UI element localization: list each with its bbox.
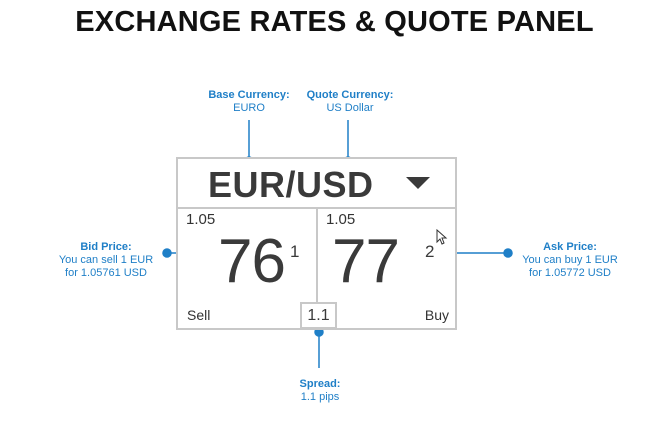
ask-price-line2: for 1.05772 USD — [529, 267, 611, 279]
buy-price-pips: 77 — [332, 227, 400, 296]
ask-dot — [503, 248, 513, 258]
quote-currency-value: US Dollar — [326, 102, 374, 114]
base-currency-callout: Base Currency: EURO — [199, 89, 299, 115]
bid-price-callout: Bid Price: You can sell 1 EUR for 1.0576… — [48, 241, 164, 280]
quote-currency-heading: Quote Currency: — [306, 89, 394, 101]
bid-dot — [162, 248, 172, 258]
sell-price-pips: 76 — [218, 227, 286, 296]
quote-currency-callout: Quote Currency: US Dollar — [298, 89, 402, 115]
mouse-pointer-icon — [436, 229, 448, 245]
chevron-down-icon[interactable] — [406, 177, 430, 189]
buy-price-prefix: 1.05 — [326, 211, 356, 228]
ask-price-callout: Ask Price: You can buy 1 EUR for 1.05772… — [510, 241, 630, 280]
page-title: EXCHANGE RATES & QUOTE PANEL — [75, 6, 594, 38]
spread-heading: Spread: — [299, 378, 341, 390]
currency-pair-label: EUR/USD — [208, 164, 374, 205]
sell-price-fraction: 1 — [290, 242, 300, 261]
bid-price-line2: for 1.05761 USD — [65, 267, 147, 279]
spread-value: 1.1 pips — [300, 391, 340, 403]
spread-callout: Spread: 1.1 pips — [280, 378, 360, 404]
spread-box: 1.1 — [300, 302, 337, 329]
sell-button[interactable]: 1.05 76 1 Sell — [178, 209, 318, 328]
sell-label: Sell — [187, 307, 211, 323]
buy-label: Buy — [424, 307, 449, 323]
ask-price-line1: You can buy 1 EUR — [522, 254, 618, 266]
sell-price-prefix: 1.05 — [186, 211, 216, 228]
buy-price-fraction: 2 — [425, 242, 435, 261]
ask-price-heading: Ask Price: — [543, 241, 597, 253]
currency-pair-selector[interactable]: EUR/USD — [178, 159, 455, 209]
base-currency-value: EURO — [233, 102, 265, 114]
bid-price-line1: You can sell 1 EUR — [58, 254, 154, 266]
bid-price-heading: Bid Price: — [80, 241, 132, 253]
buy-button[interactable]: 1.05 77 2 Buy — [318, 209, 456, 328]
quote-panel: EUR/USD 1.05 76 1 Sell 1.05 77 2 Buy — [176, 157, 457, 330]
base-currency-heading: Base Currency: — [208, 89, 290, 101]
